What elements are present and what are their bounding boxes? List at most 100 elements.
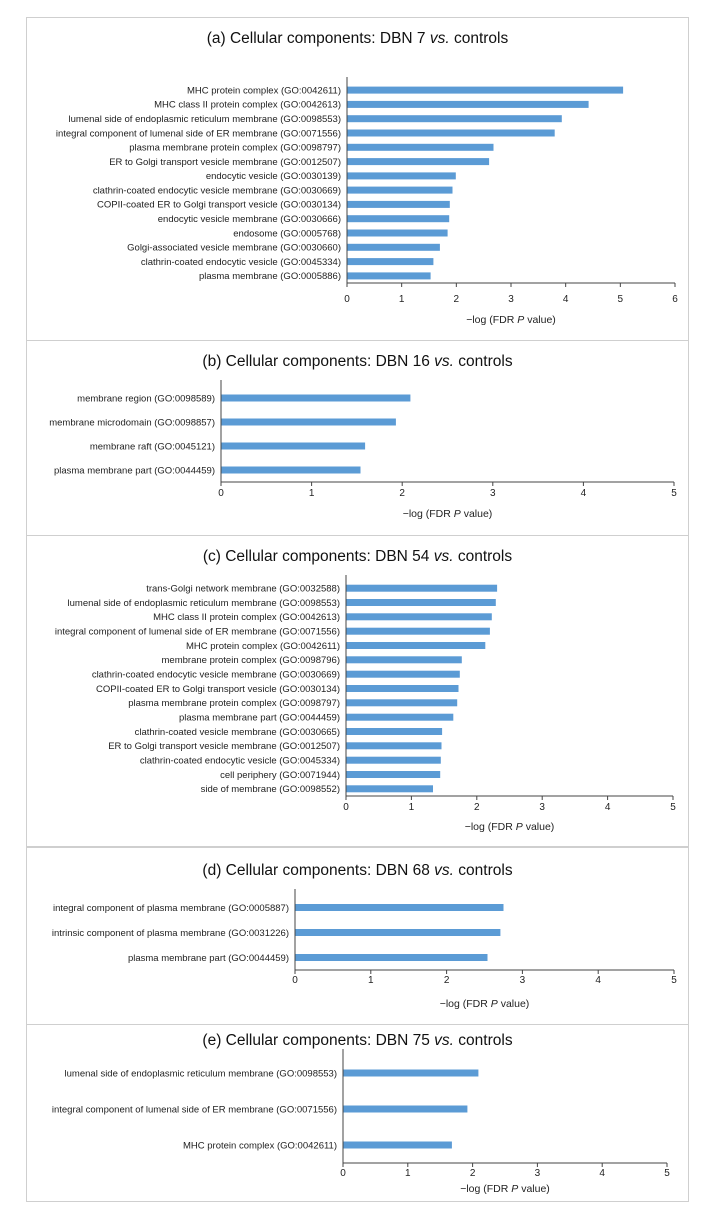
category-label: lumenal side of endoplasmic reticulum me… xyxy=(69,114,341,125)
x-tick-label: 2 xyxy=(454,294,460,305)
bar xyxy=(346,627,490,635)
category-label: MHC class II protein complex (GO:0042613… xyxy=(153,612,340,623)
category-label: endosome (GO:0005768) xyxy=(233,228,341,239)
category-label: membrane microdomain (GO:0098857) xyxy=(49,417,215,428)
bar xyxy=(347,86,624,94)
x-tick-label: 5 xyxy=(670,802,676,813)
bar xyxy=(295,954,488,961)
chart-title: (e) Cellular components: DBN 75 vs. cont… xyxy=(202,1032,513,1049)
bar xyxy=(347,229,448,237)
category-label: endocytic vesicle (GO:0030139) xyxy=(206,171,341,182)
x-tick-label: 3 xyxy=(490,488,496,499)
category-label: clathrin-coated endocytic vesicle membra… xyxy=(92,670,340,681)
bar xyxy=(346,642,486,649)
category-label: MHC protein complex (GO:0042611) xyxy=(183,1140,337,1151)
chart-panel-c: (c) Cellular components: DBN 54 vs. cont… xyxy=(26,535,689,847)
category-label: membrane region (GO:0098589) xyxy=(77,393,215,404)
category-label: MHC class II protein complex (GO:0042613… xyxy=(154,100,341,111)
category-label: plasma membrane protein complex (GO:0098… xyxy=(128,698,340,709)
x-axis-label: −log (FDR P value) xyxy=(466,314,556,326)
bar xyxy=(295,904,504,911)
bar xyxy=(346,771,441,778)
x-tick-label: 5 xyxy=(618,294,624,305)
x-tick-label: 2 xyxy=(399,488,405,499)
category-label: cell periphery (GO:0071944) xyxy=(220,770,340,781)
x-tick-label: 1 xyxy=(409,802,415,813)
category-label: clathrin-coated vesicle membrane (GO:003… xyxy=(135,727,340,738)
bar xyxy=(343,1069,479,1077)
category-label: side of membrane (GO:0098552) xyxy=(201,784,340,795)
bar xyxy=(343,1141,452,1149)
x-tick-label: 3 xyxy=(535,1168,541,1179)
bar xyxy=(221,394,411,402)
bar-chart-d: integral component of plasma membrane (G… xyxy=(52,889,677,1010)
bar xyxy=(347,158,490,166)
x-axis-label: −log (FDR P value) xyxy=(460,1183,550,1195)
category-label: intrinsic component of plasma membrane (… xyxy=(52,928,289,939)
x-tick-label: 0 xyxy=(340,1168,346,1179)
category-label: ER to Golgi transport vesicle membrane (… xyxy=(108,741,340,752)
x-axis-label: −log (FDR P value) xyxy=(440,998,530,1010)
category-label: lumenal side of endoplasmic reticulum me… xyxy=(68,598,340,609)
bar xyxy=(347,215,450,223)
bar xyxy=(346,756,441,764)
category-label: integral component of plasma membrane (G… xyxy=(53,903,289,914)
chart-title: (a) Cellular components: DBN 7 vs. contr… xyxy=(206,30,509,47)
category-label: MHC protein complex (GO:0042611) xyxy=(187,85,341,96)
category-label: plasma membrane protein complex (GO:0098… xyxy=(129,143,341,154)
x-tick-label: 0 xyxy=(292,975,298,986)
x-tick-label: 1 xyxy=(368,975,374,986)
bar xyxy=(347,172,456,180)
category-label: membrane raft (GO:0045121) xyxy=(90,441,215,452)
bar-chart-a: MHC protein complex (GO:0042611) MHC clas… xyxy=(56,77,678,326)
x-tick-label: 5 xyxy=(664,1168,670,1179)
bar-chart-c: trans-Golgi network membrane (GO:0032588… xyxy=(55,575,676,833)
category-label: trans-Golgi network membrane (GO:0032588… xyxy=(146,584,340,595)
bar xyxy=(346,742,442,750)
x-tick-label: 3 xyxy=(508,294,514,305)
bar xyxy=(346,785,433,793)
bar xyxy=(295,929,501,936)
category-label: Golgi-associated vesicle membrane (GO:00… xyxy=(127,243,341,254)
x-tick-label: 4 xyxy=(605,802,611,813)
bar xyxy=(347,200,450,208)
category-label: membrane protein complex (GO:0098796) xyxy=(162,655,340,666)
category-label: ER to Golgi transport vesicle membrane (… xyxy=(109,157,341,168)
bar xyxy=(347,115,562,123)
bar xyxy=(347,272,431,280)
bar xyxy=(347,243,440,251)
bar xyxy=(221,442,366,450)
bar xyxy=(346,713,454,721)
bar xyxy=(346,599,496,606)
bar xyxy=(346,728,443,735)
chart-title: (b) Cellular components: DBN 16 vs. cont… xyxy=(202,353,513,370)
x-tick-label: 3 xyxy=(539,802,545,813)
chart-panel-a: (a) Cellular components: DBN 7 vs. contr… xyxy=(26,17,689,341)
bar xyxy=(346,656,462,664)
x-tick-label: 2 xyxy=(444,975,450,986)
x-axis-label: −log (FDR P value) xyxy=(465,821,555,833)
category-label: plasma membrane part (GO:0044459) xyxy=(128,953,289,964)
x-tick-label: 0 xyxy=(344,294,350,305)
bar xyxy=(346,670,460,678)
x-tick-label: 4 xyxy=(595,975,601,986)
x-tick-label: 2 xyxy=(470,1168,476,1179)
x-tick-label: 1 xyxy=(309,488,315,499)
x-tick-label: 1 xyxy=(399,294,405,305)
x-tick-label: 0 xyxy=(218,488,224,499)
x-tick-label: 1 xyxy=(405,1168,411,1179)
bar xyxy=(221,466,361,474)
bar xyxy=(221,418,396,426)
bar-chart-e: lumenal side of endoplasmic reticulum me… xyxy=(52,1049,670,1195)
x-tick-label: 4 xyxy=(599,1168,605,1179)
category-label: integral component of lumenal side of ER… xyxy=(56,128,341,139)
chart-panel-d: (d) Cellular components: DBN 68 vs. cont… xyxy=(26,847,689,1025)
bar xyxy=(347,258,434,266)
chart-panel-b: (b) Cellular components: DBN 16 vs. cont… xyxy=(26,340,689,536)
chart-panel-e: (e) Cellular components: DBN 75 vs. cont… xyxy=(26,1024,689,1202)
x-tick-label: 5 xyxy=(671,975,677,986)
category-label: plasma membrane part (GO:0044459) xyxy=(179,713,340,724)
category-label: clathrin-coated endocytic vesicle (GO:00… xyxy=(141,257,341,268)
bar-chart-b: membrane region (GO:0098589) membrane mic… xyxy=(49,380,677,520)
x-axis-label: −log (FDR P value) xyxy=(403,508,493,520)
